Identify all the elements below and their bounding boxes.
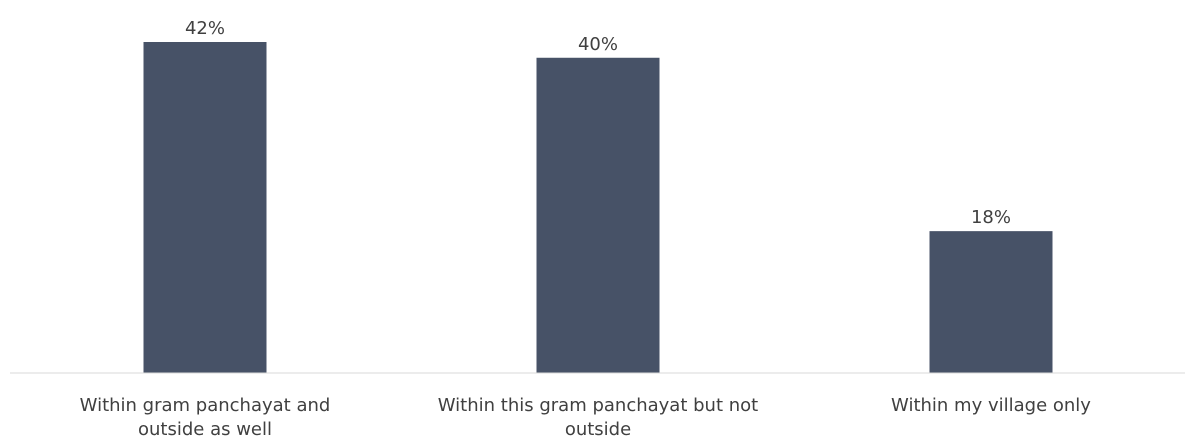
bars-group xyxy=(143,42,1053,374)
category-label-2: Within this gram panchayat but not outsid… xyxy=(438,395,758,440)
value-labels-group: 42% 40% 18% xyxy=(185,18,1011,228)
category-label-3-line-1: Within my village only xyxy=(891,395,1091,416)
category-label-3: Within my village only xyxy=(891,395,1091,416)
value-label-1: 42% xyxy=(185,18,225,39)
bar-1 xyxy=(143,42,267,373)
category-label-1-line-2: outside as well xyxy=(138,419,272,440)
bar-2 xyxy=(536,57,660,374)
bar-3 xyxy=(929,231,1053,373)
category-labels-group: Within gram panchayat and outside as well… xyxy=(80,395,1092,440)
value-label-3: 18% xyxy=(971,207,1011,228)
category-label-1: Within gram panchayat and outside as well xyxy=(80,395,331,440)
category-label-2-line-2: outside xyxy=(565,419,631,440)
value-label-2: 40% xyxy=(578,34,618,55)
category-label-1-line-1: Within gram panchayat and xyxy=(80,395,331,416)
category-label-2-line-1: Within this gram panchayat but not xyxy=(438,395,758,416)
